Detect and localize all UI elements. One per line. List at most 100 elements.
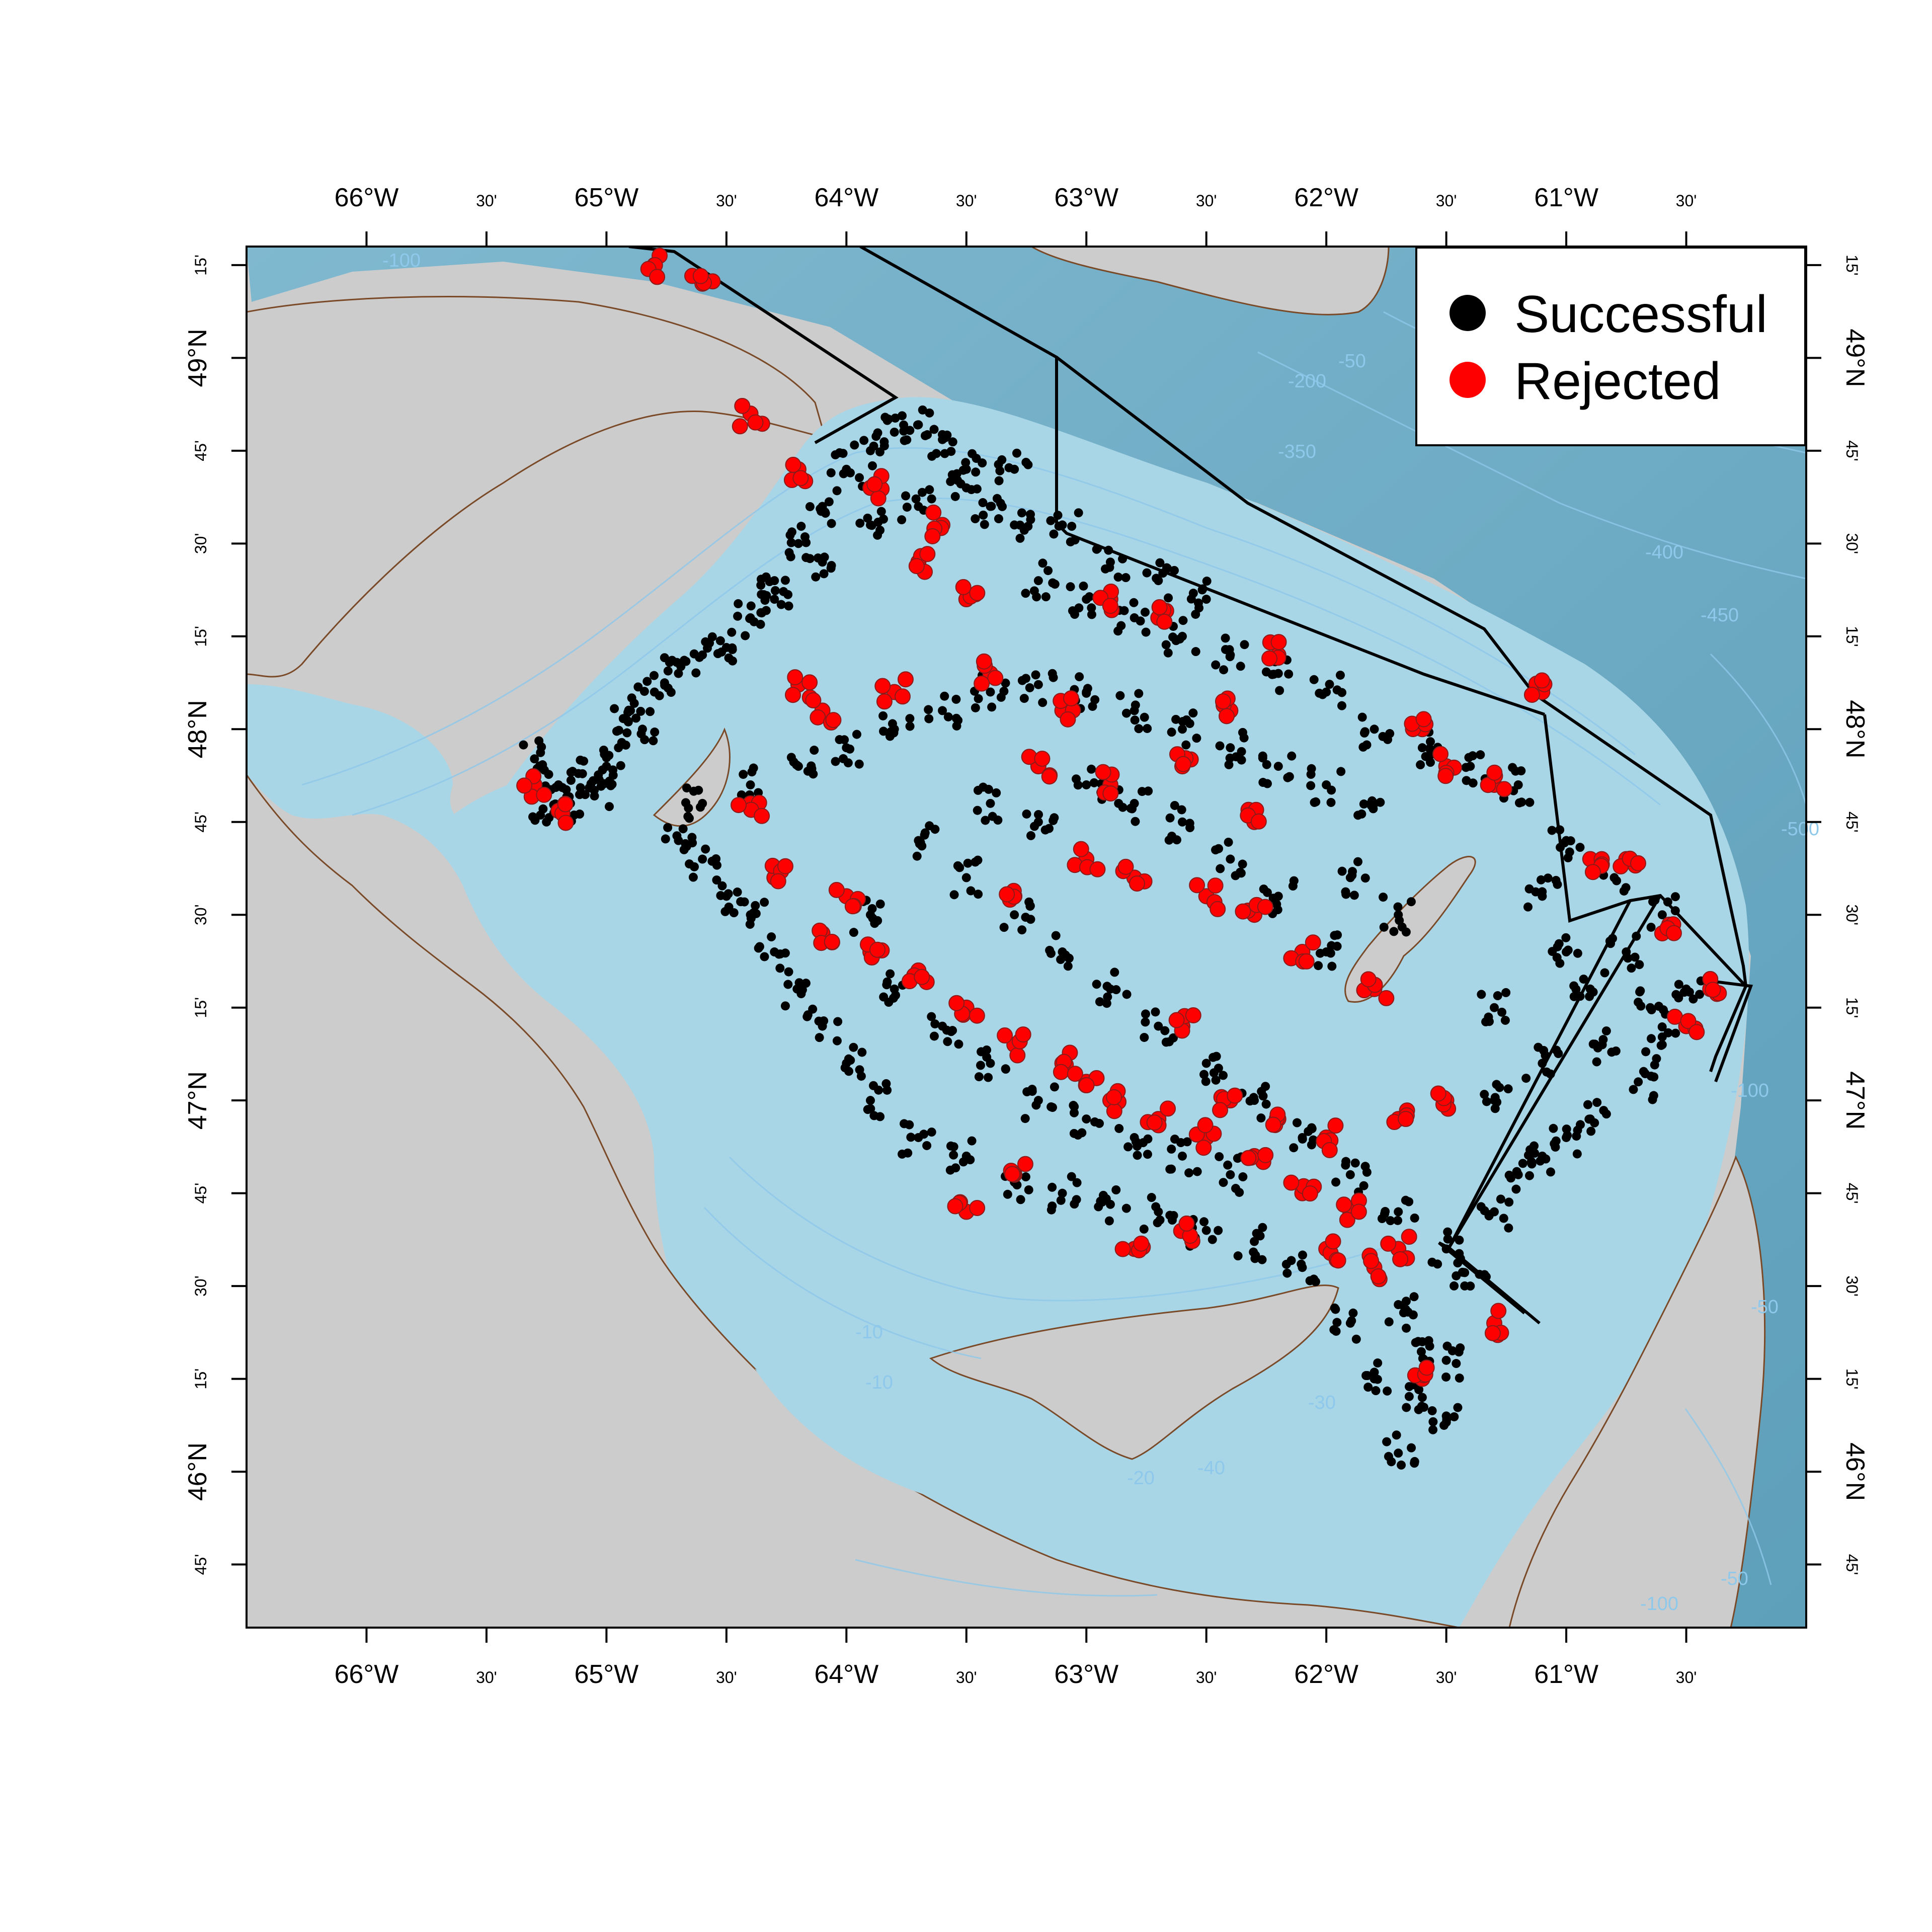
successful-point (1031, 670, 1040, 680)
rejected-point (1102, 785, 1119, 802)
successful-point (917, 488, 927, 497)
successful-point (971, 467, 981, 477)
rejected-point (924, 528, 941, 544)
right-tick-label: 15' (1843, 1369, 1861, 1390)
successful-point (1584, 1114, 1594, 1124)
successful-point (1327, 961, 1337, 971)
rejected-point (1415, 711, 1432, 728)
successful-point (986, 687, 995, 697)
successful-point (1657, 910, 1667, 920)
right-tick-label: 30' (1843, 904, 1861, 925)
successful-point (918, 405, 927, 415)
successful-point (1026, 915, 1035, 924)
successful-point (1536, 1156, 1545, 1166)
successful-point (784, 601, 793, 611)
left-tick-label: 45' (192, 440, 210, 461)
successful-point (1164, 835, 1174, 845)
successful-point (1592, 1057, 1601, 1067)
successful-point (1670, 892, 1680, 902)
successful-point (1395, 916, 1404, 925)
successful-point (973, 785, 983, 795)
successful-point (878, 711, 888, 720)
successful-point (855, 473, 864, 482)
successful-point (1394, 1207, 1403, 1217)
successful-point (1490, 1104, 1500, 1113)
successful-point (1536, 875, 1546, 884)
successful-point (1289, 876, 1299, 886)
successful-point (947, 470, 957, 479)
successful-point (1158, 569, 1168, 578)
successful-point (1221, 633, 1230, 643)
successful-point (1311, 797, 1321, 807)
contour-label: -10 (855, 1322, 883, 1343)
successful-point (859, 436, 869, 445)
successful-point (1043, 566, 1053, 576)
successful-point (636, 706, 646, 716)
successful-point (1414, 1385, 1424, 1395)
successful-point (1402, 1403, 1411, 1412)
rejected-point (1270, 634, 1287, 651)
rejected-point (754, 808, 770, 824)
successful-point (537, 742, 546, 752)
successful-point (1049, 816, 1058, 825)
successful-point (923, 430, 932, 440)
successful-point (1572, 1149, 1582, 1159)
successful-point (1050, 1082, 1059, 1092)
successful-point (888, 719, 897, 729)
successful-point (949, 1150, 958, 1160)
successful-point (1165, 813, 1175, 823)
successful-point (1001, 678, 1010, 688)
successful-point (1550, 1139, 1559, 1149)
rejected-point (974, 675, 990, 692)
successful-point (1110, 968, 1119, 977)
successful-point (1231, 1184, 1241, 1193)
successful-point (942, 1025, 951, 1035)
top-tick-label: 30' (956, 192, 977, 210)
successful-point (1379, 893, 1388, 902)
rejected-point (1380, 1235, 1397, 1252)
successful-point (1143, 723, 1152, 733)
successful-point (1103, 992, 1112, 1002)
successful-point (794, 978, 804, 988)
rejected-point (1378, 990, 1395, 1006)
successful-point (1518, 1159, 1527, 1168)
successful-point (1649, 1091, 1658, 1100)
successful-point (1585, 992, 1594, 1001)
successful-point (1131, 1137, 1141, 1147)
successful-point (1077, 1128, 1087, 1138)
rejected-point (1210, 901, 1226, 917)
successful-point (716, 891, 726, 900)
contour-label: -50 (1751, 1297, 1779, 1318)
successful-point (881, 1079, 891, 1088)
successful-point (924, 705, 933, 714)
successful-point (756, 575, 766, 584)
successful-point (1089, 778, 1099, 787)
successful-point (978, 498, 988, 508)
successful-point (1501, 988, 1511, 997)
left-tick-label: 45' (192, 1183, 210, 1204)
successful-point (1635, 987, 1645, 997)
successful-point (1307, 764, 1316, 773)
successful-point (786, 753, 796, 762)
successful-point (849, 928, 858, 937)
successful-point (1504, 1223, 1513, 1233)
successful-point (1185, 823, 1195, 833)
successful-point (530, 754, 539, 764)
successful-point (800, 532, 810, 542)
successful-point (855, 518, 865, 528)
successful-point (691, 668, 701, 678)
successful-point (961, 458, 971, 467)
rejected-point (1195, 1140, 1212, 1156)
successful-point (940, 691, 949, 701)
rejected-point (1688, 1024, 1705, 1040)
successful-point (1526, 1157, 1536, 1166)
left-tick-label: 30' (192, 904, 210, 925)
rejected-point (1178, 1215, 1195, 1232)
successful-point (987, 502, 996, 511)
successful-point (1347, 870, 1357, 880)
successful-point (1154, 1021, 1163, 1031)
successful-point (1056, 1195, 1066, 1205)
north-shore-land (247, 296, 827, 678)
successful-point (1262, 888, 1272, 897)
